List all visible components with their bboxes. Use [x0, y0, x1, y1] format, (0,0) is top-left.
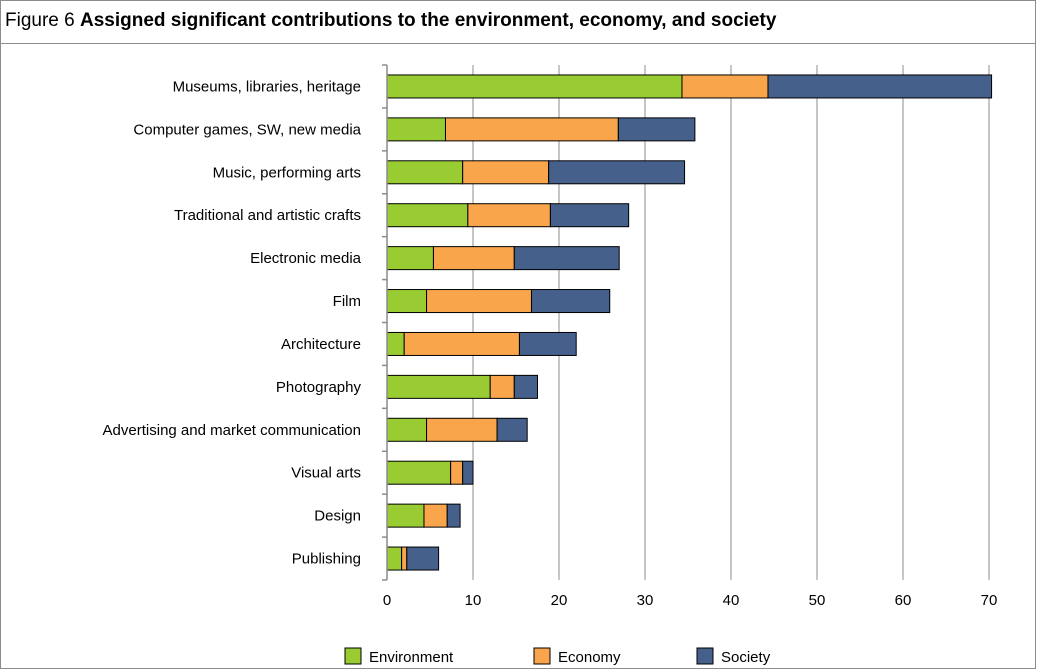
bar-segment-economy: [467, 203, 551, 228]
bar-segment-society: [446, 503, 461, 528]
bar-segment-economy: [489, 374, 515, 399]
bar-segment-economy: [423, 503, 448, 528]
category-label: Film: [333, 293, 361, 310]
bar-segment-economy: [462, 160, 550, 185]
category-label: Advertising and market communication: [103, 422, 361, 439]
bar-segment-environment: [386, 460, 452, 485]
figure-caption: Figure 6 Assigned significant contributi…: [0, 0, 1036, 44]
category-labels: Museums, libraries, heritage Computer gam…: [103, 78, 362, 567]
category-label: Traditional and artistic crafts: [174, 207, 361, 224]
bar-segment-environment: [386, 546, 403, 571]
category-label: Music, performing arts: [213, 164, 361, 181]
bar-segment-society: [513, 374, 539, 399]
legend-swatch-society: [696, 647, 714, 665]
bars: [386, 74, 993, 571]
x-tick-label: 50: [809, 592, 826, 609]
figure-number: Figure 6: [5, 10, 75, 31]
x-tick-label: 30: [637, 592, 654, 609]
category-label: Architecture: [281, 336, 361, 353]
category-label: Computer games, SW, new media: [133, 121, 361, 138]
legend-swatch-economy: [533, 647, 551, 665]
bar-segment-economy: [432, 246, 515, 271]
x-tick-label: 40: [723, 592, 740, 609]
bar-segment-environment: [386, 374, 491, 399]
bar-segment-society: [617, 117, 696, 142]
bar-segment-society: [462, 460, 474, 485]
bar-segment-economy: [681, 74, 769, 99]
bar-segment-environment: [386, 74, 683, 99]
bar-segment-environment: [386, 246, 434, 271]
tick-labels: 0 10 20 30 40 50 60 70: [383, 592, 998, 609]
bar-segment-environment: [386, 417, 428, 442]
bar-segment-environment: [386, 203, 469, 228]
x-tick-label: 0: [383, 592, 391, 609]
bar-segment-environment: [386, 503, 425, 528]
axes: [382, 64, 388, 581]
bar-segment-economy: [444, 117, 619, 142]
grid-lines: [472, 65, 990, 580]
category-label: Museums, libraries, heritage: [173, 78, 361, 95]
legend-label-environment: Environment: [369, 649, 454, 666]
bar-segment-environment: [386, 160, 464, 185]
category-label: Design: [314, 508, 361, 525]
bar-segment-economy: [426, 289, 532, 314]
bar-segment-environment: [386, 331, 405, 356]
legend-label-economy: Economy: [558, 649, 621, 666]
bar-segment-environment: [386, 289, 428, 314]
bar-segment-economy: [426, 417, 498, 442]
bar-segment-society: [530, 289, 611, 314]
bar-segment-economy: [401, 546, 408, 571]
x-tick-label: 10: [465, 592, 482, 609]
bar-segment-society: [767, 74, 993, 99]
bar-segment-society: [518, 331, 577, 356]
category-label: Visual arts: [291, 465, 361, 482]
x-tick-label: 70: [981, 592, 998, 609]
bar-segment-economy: [450, 460, 464, 485]
bar-segment-society: [548, 160, 686, 185]
bar-segment-society: [406, 546, 440, 571]
category-label: Publishing: [292, 551, 361, 568]
x-tick-label: 60: [895, 592, 912, 609]
category-label: Electronic media: [250, 250, 362, 267]
legend-swatch-environment: [344, 647, 362, 665]
bar-segment-society: [496, 417, 528, 442]
legend: Environment Economy Society: [344, 647, 771, 666]
legend-label-society: Society: [721, 649, 771, 666]
category-label: Photography: [276, 379, 362, 396]
bar-segment-economy: [403, 331, 520, 356]
x-tick-label: 20: [551, 592, 568, 609]
bar-segment-society: [513, 246, 620, 271]
bar-segment-environment: [386, 117, 446, 142]
figure-title: Assigned significant contributions to th…: [79, 10, 777, 31]
bar-segment-society: [549, 203, 630, 228]
